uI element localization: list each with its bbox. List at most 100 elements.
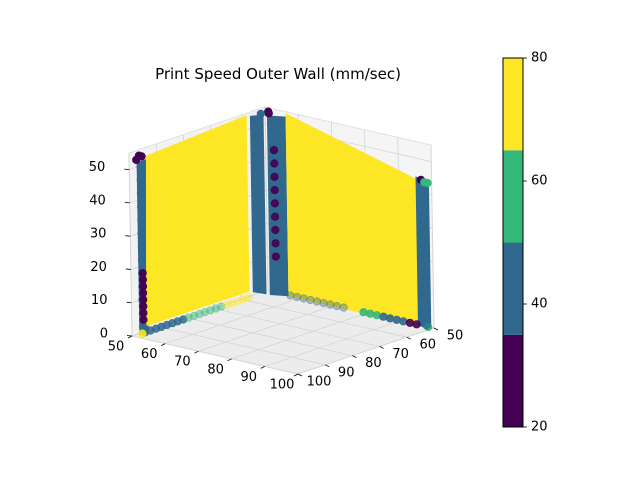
data-point [421, 268, 430, 277]
data-point [270, 199, 280, 208]
z-tick-mark [125, 235, 131, 237]
data-point [256, 109, 265, 118]
colorbar-tick-label: 80 [531, 51, 548, 66]
x-tick-label: 60 [420, 338, 437, 353]
gridline [231, 312, 368, 360]
data-point [137, 229, 146, 238]
data-point [136, 176, 145, 185]
data-point [271, 239, 280, 248]
data-point [299, 294, 308, 303]
x-tick-label: 50 [447, 329, 464, 344]
data-point [270, 172, 279, 181]
z-tick-label: 0 [100, 327, 108, 342]
data-point [136, 189, 145, 198]
y-tick-label: 80 [207, 362, 224, 377]
x-tick-mark [352, 355, 357, 358]
data-point [422, 321, 431, 330]
data-point [293, 292, 302, 302]
data-point [421, 254, 430, 263]
data-point [326, 300, 335, 309]
gridline [264, 106, 269, 291]
data-point [423, 178, 432, 188]
data-point [137, 255, 147, 265]
wall-column-right [415, 176, 432, 329]
y-tick-label: 60 [141, 347, 158, 362]
data-point [420, 214, 429, 223]
data-point [359, 308, 368, 317]
data-point [372, 311, 381, 320]
y-tick-label: 90 [241, 370, 258, 385]
y-tick-label: 100 [270, 378, 295, 393]
gridline [240, 298, 407, 338]
z-tick-label: 30 [90, 227, 107, 242]
data-point [137, 242, 146, 251]
colorbar-band [503, 58, 523, 151]
y-tick-mark [161, 343, 166, 346]
data-point [264, 109, 273, 118]
gridline [159, 326, 326, 366]
x-tick-mark [297, 373, 303, 377]
wall-surface-left [146, 115, 250, 327]
data-point [136, 162, 145, 171]
data-point [271, 252, 280, 261]
z-tick-mark [126, 301, 132, 304]
gridline [198, 304, 335, 352]
z-tick-label: 20 [90, 260, 107, 275]
y-tick-mark [293, 373, 299, 377]
z-tick-mark [124, 202, 130, 204]
z-tick-mark [124, 168, 130, 171]
data-point [422, 307, 431, 317]
gridline [297, 327, 435, 375]
x-tick-mark [406, 336, 411, 340]
data-point [385, 314, 395, 323]
gridline [430, 144, 435, 329]
data-point [271, 212, 280, 221]
z-tick-label: 40 [89, 193, 106, 208]
gridline [165, 297, 302, 344]
data-point [422, 294, 431, 303]
data-point [132, 155, 141, 164]
chart-title: Print Speed Outer Wall (mm/sec) [155, 65, 401, 83]
data-point [319, 299, 328, 308]
data-point [399, 317, 408, 326]
data-point [271, 225, 280, 235]
y-tick-mark [260, 366, 265, 369]
gridline [128, 152, 133, 337]
x-tick-label: 90 [338, 365, 355, 380]
x-tick-label: 80 [365, 356, 382, 371]
data-point [270, 186, 279, 195]
wall-surface-right [285, 113, 422, 327]
colorbar-tick-label: 40 [531, 297, 548, 312]
data-point [421, 281, 431, 290]
y-tick-mark [227, 358, 232, 362]
colorbar-frame [502, 57, 524, 428]
z-tick-label: 50 [89, 160, 106, 175]
x-tick-mark [379, 346, 384, 349]
data-point [270, 159, 279, 168]
gridline [213, 308, 380, 347]
x-tick-mark [433, 327, 439, 331]
data-point [420, 228, 430, 237]
data-point [312, 297, 322, 306]
x-tick-label: 100 [307, 375, 332, 390]
data-point [366, 309, 375, 318]
wall-column-center-left [249, 114, 267, 295]
data-point [332, 302, 342, 311]
data-point [137, 215, 146, 225]
data-point [269, 146, 279, 155]
x-tick-label: 70 [392, 347, 409, 362]
data-point [339, 303, 348, 312]
z-tick-mark [126, 335, 133, 337]
data-point [138, 329, 147, 338]
gridline [131, 335, 299, 375]
data-point [286, 291, 295, 300]
data-point [420, 201, 429, 210]
data-point [137, 202, 146, 211]
gridline [186, 317, 353, 356]
data-point [138, 269, 147, 278]
colorbar-tick-label: 60 [531, 174, 548, 189]
data-point [306, 295, 315, 305]
data-surfaces [136, 113, 432, 336]
